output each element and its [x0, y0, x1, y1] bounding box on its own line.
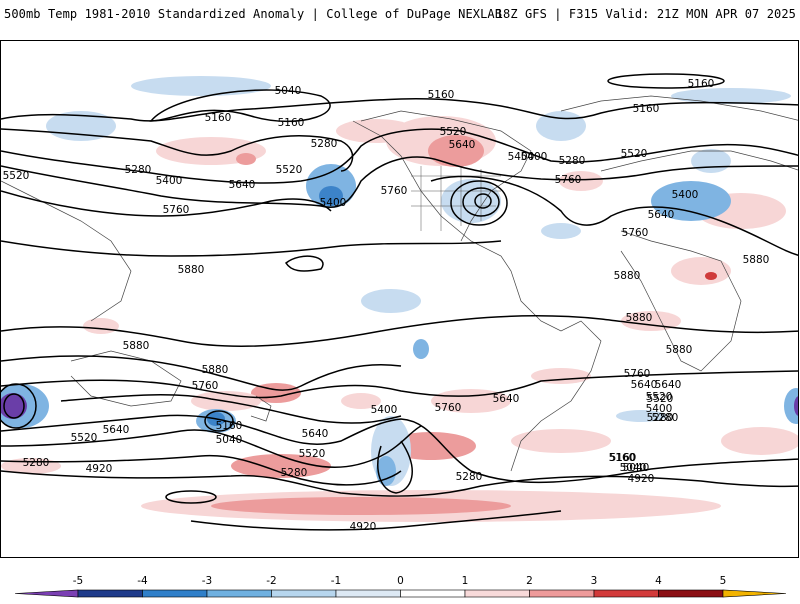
contour-label: 5040 [216, 434, 243, 446]
colorbar-tick-label: -2 [266, 575, 276, 587]
colorbar-tick-label: 5 [720, 575, 727, 587]
colorbar: -5 -4 -3 -2 -1 0 1 2 3 4 5 [0, 560, 800, 600]
model-run-label: 18Z GFS | F315 Valid: 21Z MON APR 07 202… [495, 7, 796, 21]
contour-label: 5400 [672, 189, 699, 201]
map-panel[interactable]: 5160 5040 5160 5160 5160 5160 5520 5640 5400 5280… [0, 40, 799, 558]
colorbar-segment [658, 589, 724, 598]
contour-label: 5760 [624, 368, 651, 380]
contour-label: 5760 [381, 185, 408, 197]
contour-label: 5520 [647, 393, 674, 405]
contour-label: 5040 [623, 462, 650, 474]
contour-label: 5160 [633, 103, 660, 115]
contour-label: 5160 [205, 112, 232, 124]
contour-label: 5280 [456, 471, 483, 483]
colorbar-tick-label: -3 [202, 575, 212, 587]
colorbar-segment [593, 589, 659, 598]
colorbar-min-arrow [14, 589, 79, 598]
contour-label: 5640 [449, 139, 476, 151]
contour-label: 5040 [275, 85, 302, 97]
contour-label: 5640 [493, 393, 520, 405]
colorbar-tick-label: -5 [73, 575, 83, 587]
colorbar-tick-label: 3 [591, 575, 598, 587]
map-title: 500mb Temp 1981-2010 Standardized Anomal… [4, 7, 503, 21]
colorbar-max-arrow [722, 589, 787, 598]
contour-label: 5400 [521, 151, 548, 163]
contour-label: 5400 [320, 197, 347, 209]
contour-label: 5280 [647, 412, 674, 424]
contour-label: 5880 [743, 254, 770, 266]
contour-label: 5400 [646, 403, 673, 415]
colorbar-segment [142, 589, 208, 598]
contour-label: 5520 [646, 391, 673, 403]
contour-label: 5880 [202, 364, 229, 376]
contour-label: 5520 [276, 164, 303, 176]
contour-label: 5520 [299, 448, 326, 460]
contour-label: 5160 [610, 452, 637, 464]
contour-label: 5160 [216, 420, 243, 432]
contour-label: 5520 [71, 432, 98, 444]
contour-label: 5280 [23, 457, 50, 469]
colorbar-segment [400, 589, 466, 598]
contour-label: 5760 [163, 204, 190, 216]
contour-label: 4920 [86, 463, 113, 475]
contour-label: 5520 [621, 148, 648, 160]
contour-label: 5160 [688, 78, 715, 90]
contour-label: 5520 [440, 126, 467, 138]
colorbar-segment [464, 589, 530, 598]
contour-label: 5280 [311, 138, 338, 150]
contour-label: 5280 [652, 412, 679, 424]
colorbar-tick-label: 0 [397, 575, 404, 587]
contour-label: 5640 [229, 179, 256, 191]
contour-label: 5760 [555, 174, 582, 186]
contour-label: 5400 [508, 151, 535, 163]
colorbar-segment [206, 589, 272, 598]
contour-label: 5760 [622, 227, 649, 239]
contour-label: 5880 [626, 312, 653, 324]
colorbar-segment [271, 589, 337, 598]
header: 500mb Temp 1981-2010 Standardized Anomal… [0, 0, 800, 40]
colorbar-segment [335, 589, 401, 598]
contour-label: 5760 [192, 380, 219, 392]
height-contours [1, 73, 798, 531]
contour-label: 5640 [655, 379, 682, 391]
colorbar-tick-label: 1 [462, 575, 469, 587]
contour-label: 5640 [103, 424, 130, 436]
colorbar-segment [529, 589, 595, 598]
contour-label: 5280 [281, 467, 308, 479]
contour-label: 5160 [278, 117, 305, 129]
contour-label: 5040 [620, 462, 647, 474]
contour-label: 5880 [123, 340, 150, 352]
cold-anomaly-shading [1, 76, 798, 486]
contour-label: 5640 [648, 209, 675, 221]
colorbar-tick-label: -4 [137, 575, 148, 587]
contour-label: 5280 [125, 164, 152, 176]
contour-label: 5160 [609, 452, 636, 464]
colorbar-tick-label: -1 [331, 575, 341, 587]
colorbar-tick-label: 2 [526, 575, 533, 587]
colorbar-svg: -5 -4 -3 -2 -1 0 1 2 3 4 5 [14, 575, 787, 598]
contour-label: 5760 [435, 402, 462, 414]
contour-label: 5400 [371, 404, 398, 416]
contour-label: 5400 [156, 175, 183, 187]
colorbar-tick-label: 4 [655, 575, 662, 587]
contour-label: 5880 [178, 264, 205, 276]
colorbar-segment [77, 589, 143, 598]
contour-label: 4920 [350, 521, 377, 533]
contour-label: 5880 [614, 270, 641, 282]
contour-label: 5640 [302, 428, 329, 440]
contour-label: 5640 [631, 379, 658, 391]
contour-label: 5280 [559, 155, 586, 167]
contour-label: 4920 [628, 473, 655, 485]
contour-label: 5520 [3, 170, 30, 182]
contour-label: 5880 [666, 344, 693, 356]
contour-label: 5160 [428, 89, 455, 101]
